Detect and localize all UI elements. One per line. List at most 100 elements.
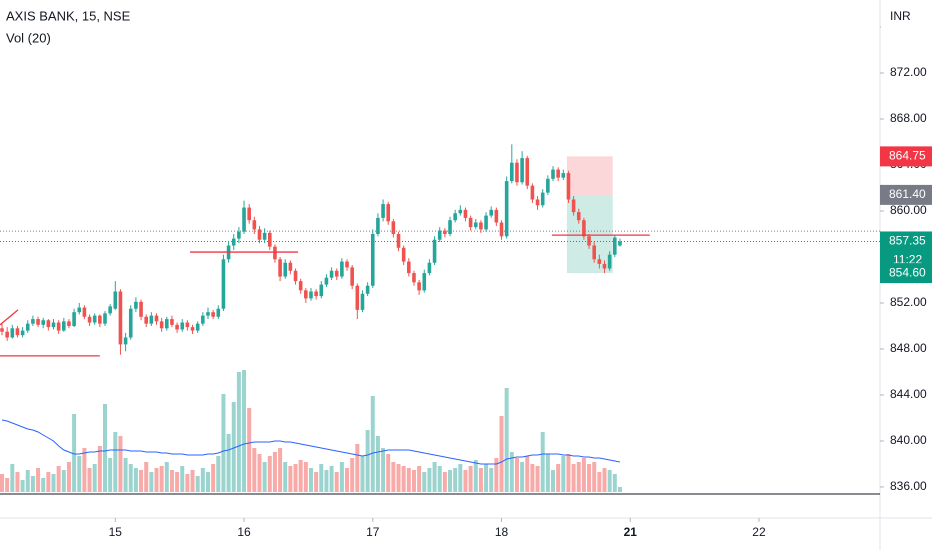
volume-bar	[10, 464, 15, 492]
candle-body	[437, 230, 442, 240]
volume-bar	[149, 472, 154, 492]
volume-label: Vol (20)	[6, 30, 51, 45]
volume-bar	[123, 458, 128, 492]
volume-bar	[458, 464, 463, 492]
y-tick-label: 872.00	[890, 65, 927, 79]
candle-body	[118, 291, 123, 345]
price-badge	[880, 146, 932, 167]
volume-bar	[484, 464, 489, 492]
volume-bar	[417, 466, 422, 492]
candle-body	[345, 261, 349, 268]
volume-bar	[108, 458, 113, 492]
volume-bar	[370, 396, 375, 492]
candle-body	[87, 316, 92, 323]
volume-bar	[453, 468, 458, 492]
candle-body	[561, 173, 566, 178]
volume-bar	[221, 394, 226, 492]
volume-bar	[432, 462, 437, 492]
volume-bar	[494, 458, 499, 492]
volume-bar	[303, 462, 308, 492]
volume-bar	[200, 468, 205, 492]
currency-label: INR	[890, 9, 911, 23]
volume-bar	[272, 452, 277, 492]
volume-bar	[576, 462, 581, 492]
candle-body	[602, 263, 607, 269]
x-tick-label: 15	[109, 525, 123, 539]
volume-bar	[319, 464, 324, 492]
volume-bar	[509, 452, 514, 492]
volume-bar	[242, 370, 247, 492]
volume-bar	[252, 448, 257, 492]
candle-body	[571, 199, 576, 213]
candle-body	[304, 290, 308, 299]
candle-body	[453, 213, 457, 221]
volume-bar	[556, 464, 561, 492]
volume-bar	[82, 448, 87, 492]
volume-bar	[411, 470, 416, 492]
candle-body	[195, 323, 200, 331]
candle-body	[113, 291, 118, 309]
candle-body	[494, 209, 499, 223]
volume-bar	[581, 458, 586, 492]
volume-bar	[185, 474, 190, 492]
candle-body	[489, 209, 494, 216]
candle-body	[432, 239, 437, 263]
candle-body	[340, 261, 344, 277]
candle-body	[25, 323, 30, 331]
candle-body	[278, 259, 282, 277]
price-badge	[880, 184, 932, 205]
volume-bar	[113, 432, 118, 492]
candle-body	[504, 181, 509, 237]
candle-body	[566, 173, 571, 200]
candle-body	[77, 307, 82, 313]
volume-bar	[360, 456, 365, 492]
candle-body	[134, 301, 138, 309]
x-tick-label: 18	[495, 525, 509, 539]
candle-body	[592, 245, 597, 260]
volume-bar	[267, 456, 272, 492]
chart-title: AXIS BANK, 15, NSE	[6, 8, 131, 23]
candle-body	[216, 308, 221, 317]
candle-body	[67, 321, 71, 326]
volume-bar	[530, 464, 535, 492]
candle-body	[334, 270, 339, 277]
volume-bar	[0, 474, 5, 492]
volume-bar	[406, 468, 411, 492]
volume-bar	[314, 472, 319, 492]
volume-bar	[345, 468, 350, 492]
volume-bar	[216, 456, 221, 492]
y-tick-label: 840.00	[890, 433, 927, 447]
candle-body	[288, 262, 293, 271]
candle-body	[515, 162, 519, 183]
y-tick-label: 848.00	[890, 341, 927, 355]
volume-bar	[92, 464, 97, 492]
candle-body	[211, 312, 215, 317]
candle-body	[370, 233, 375, 286]
x-tick-label: 21	[624, 525, 638, 539]
volume-bar	[504, 388, 509, 492]
volume-bar	[5, 478, 10, 492]
volume-bar	[381, 448, 386, 492]
candle-body	[252, 220, 257, 230]
volume-bar	[540, 432, 545, 492]
position-stop-zone	[566, 156, 613, 195]
volume-bar	[257, 454, 262, 492]
candle-body	[427, 262, 432, 274]
candle-body	[247, 207, 251, 221]
candle-body	[525, 158, 530, 186]
candle-body	[499, 222, 504, 237]
volume-bar	[180, 466, 185, 492]
candle-body	[556, 169, 560, 178]
candle-body	[587, 236, 591, 246]
candle-body	[190, 327, 195, 331]
volume-bar	[298, 460, 303, 492]
candle-body	[31, 319, 35, 324]
volume-bar	[545, 454, 550, 492]
candle-body	[484, 215, 488, 230]
candle-body	[221, 259, 226, 309]
candle-body	[479, 222, 483, 230]
volume-bar	[15, 472, 20, 492]
candle-body	[443, 230, 447, 234]
candle-body	[92, 315, 97, 323]
volume-bar	[278, 448, 283, 492]
